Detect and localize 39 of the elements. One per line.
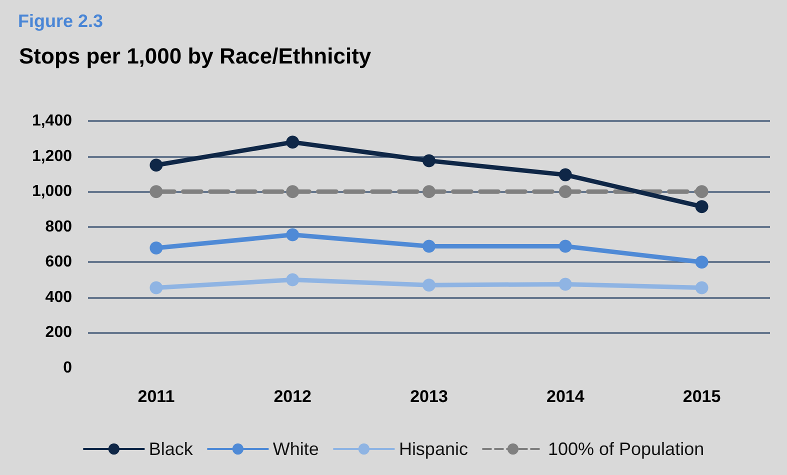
point (422, 154, 436, 168)
y-tick-label: 1,000 (32, 183, 72, 200)
point (558, 185, 572, 198)
y-tick-label: 400 (45, 288, 72, 306)
point (286, 228, 300, 242)
y-tick-label: 600 (45, 254, 72, 271)
y-tick-label: 1,400 (32, 112, 72, 130)
point (286, 185, 300, 198)
point (150, 158, 163, 172)
point (695, 281, 708, 294)
point (150, 281, 163, 294)
y-tick-label: 800 (45, 218, 72, 236)
x-tick-label: 2015 (682, 387, 721, 406)
x-tick-label: 2014 (546, 387, 585, 406)
point (150, 185, 163, 198)
point (558, 168, 572, 182)
point (422, 240, 436, 253)
y-tick-label: 200 (45, 324, 72, 342)
legend-label: White (272, 439, 319, 459)
point (695, 256, 708, 269)
x-tick-label: 2013 (410, 387, 448, 406)
x-tick-label: 2011 (138, 387, 175, 406)
point (695, 185, 708, 198)
y-tick-label: 0 (63, 360, 72, 376)
point (558, 240, 572, 253)
legend-label: Hispanic (398, 439, 468, 459)
point (286, 273, 300, 286)
point (558, 278, 572, 291)
point (286, 136, 300, 149)
point (695, 200, 708, 214)
x-tick-label: 2012 (274, 387, 312, 406)
y-tick-label: 1,200 (32, 148, 72, 165)
legend-label: 100% of Population (548, 439, 704, 459)
point (422, 185, 436, 198)
point (150, 242, 163, 255)
caption: Figure 2.3 (18, 11, 104, 31)
legend-label: Black (148, 439, 194, 459)
point (422, 278, 436, 292)
chart-title: Stops per 1,000 by Race/Ethnicity (19, 44, 372, 68)
